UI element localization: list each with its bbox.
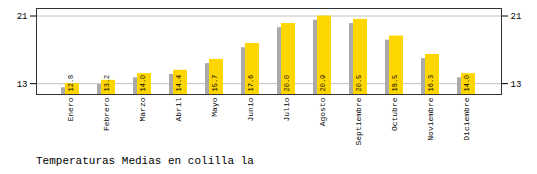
svg-text:20.5: 20.5 bbox=[355, 75, 363, 92]
svg-text:Mayo: Mayo bbox=[210, 97, 219, 116]
html-text:Temperaturas Medias en colilla: Temperaturas Medias en colilla la bbox=[36, 155, 254, 167]
svg-text:Octubre: Octubre bbox=[390, 97, 399, 131]
svg-text:14.0: 14.0 bbox=[463, 75, 471, 92]
svg-text:17.6: 17.6 bbox=[247, 75, 255, 92]
svg-text:Enero: Enero bbox=[66, 97, 75, 121]
svg-text:14.0: 14.0 bbox=[139, 75, 147, 92]
svg-text:15.7: 15.7 bbox=[211, 75, 219, 92]
svg-text:18.5: 18.5 bbox=[391, 75, 399, 92]
svg-text:14.4: 14.4 bbox=[175, 75, 183, 92]
svg-text:Julio: Julio bbox=[282, 97, 291, 121]
svg-text:16.3: 16.3 bbox=[427, 75, 435, 92]
svg-text:Febrero: Febrero bbox=[102, 97, 111, 131]
svg-text:Abril: Abril bbox=[174, 97, 183, 121]
svg-text:20.9: 20.9 bbox=[319, 75, 327, 92]
svg-text:13: 13 bbox=[511, 80, 522, 90]
svg-text:12.8: 12.8 bbox=[67, 75, 75, 92]
svg-text:13.2: 13.2 bbox=[103, 75, 111, 92]
svg-text:13: 13 bbox=[17, 80, 28, 90]
svg-text:21: 21 bbox=[511, 12, 522, 22]
svg-text:Diciembre: Diciembre bbox=[462, 97, 471, 140]
svg-text:21: 21 bbox=[17, 12, 28, 22]
svg-text:Septiembre: Septiembre bbox=[354, 97, 363, 145]
svg-text:Noviembre: Noviembre bbox=[426, 97, 435, 140]
svg-text:Agosto: Agosto bbox=[318, 97, 327, 126]
svg-text:Marzo: Marzo bbox=[138, 97, 147, 121]
svg-text:20.0: 20.0 bbox=[283, 75, 291, 92]
svg-text:Junio: Junio bbox=[246, 97, 255, 121]
